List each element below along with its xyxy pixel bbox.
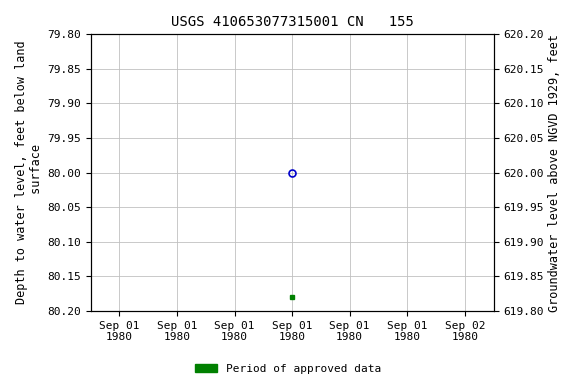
Y-axis label: Groundwater level above NGVD 1929, feet: Groundwater level above NGVD 1929, feet (548, 34, 561, 311)
Legend: Period of approved data: Period of approved data (191, 359, 385, 379)
Y-axis label: Depth to water level, feet below land
 surface: Depth to water level, feet below land su… (15, 41, 43, 305)
Title: USGS 410653077315001 CN   155: USGS 410653077315001 CN 155 (170, 15, 414, 29)
